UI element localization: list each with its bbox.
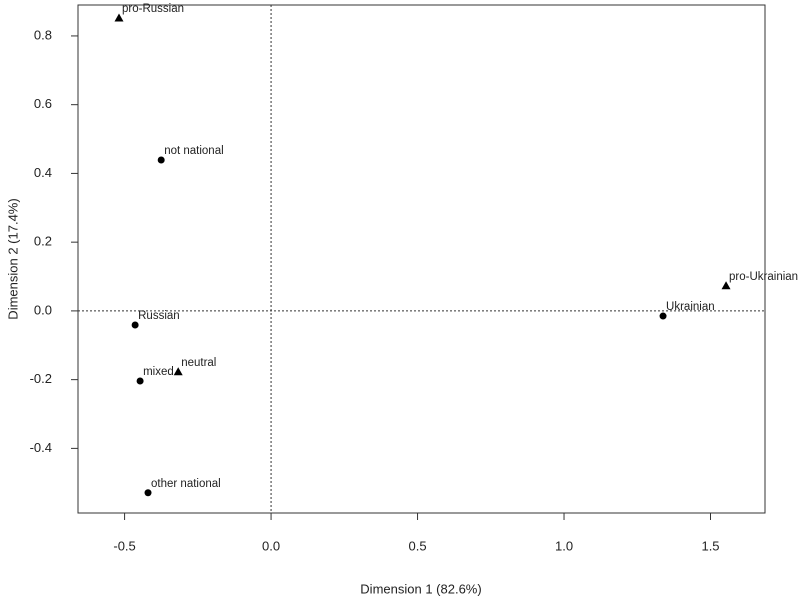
- y-tick-label: 0.8: [34, 27, 52, 42]
- y-axis-label: Dimension 2 (17.4%): [5, 198, 20, 319]
- point: [131, 321, 139, 329]
- point-label: Ukrainian: [666, 301, 715, 313]
- point-label: mixed: [143, 366, 174, 378]
- point-label: Russian: [138, 310, 180, 322]
- x-tick-label: 1.0: [555, 538, 573, 553]
- point: [721, 281, 731, 290]
- y-tick-label: 0.0: [34, 302, 52, 317]
- point-label: other national: [151, 478, 221, 490]
- x-axis-label: Dimension 1 (82.6%): [360, 581, 481, 596]
- point: [144, 489, 152, 497]
- point-label: pro-Russian: [122, 3, 184, 15]
- point: [157, 156, 165, 164]
- point: [136, 377, 144, 385]
- x-tick-label: 0.0: [262, 538, 280, 553]
- y-tick-label: -0.2: [30, 371, 52, 386]
- x-tick-label: 0.5: [409, 538, 427, 553]
- y-tick-label: 0.6: [34, 96, 52, 111]
- y-tick-label: 0.4: [34, 165, 52, 180]
- plot-frame: [77, 4, 766, 514]
- y-tick-label: -0.4: [30, 440, 52, 455]
- point: [173, 367, 183, 376]
- point: [659, 312, 667, 320]
- point: [114, 13, 124, 22]
- x-tick-label: -0.5: [113, 538, 135, 553]
- y-tick-label: 0.2: [34, 234, 52, 249]
- x-tick-label: 1.5: [701, 538, 719, 553]
- point-label: pro-Ukrainian: [729, 271, 798, 283]
- point-label: not national: [164, 145, 223, 157]
- point-label: neutral: [181, 357, 216, 369]
